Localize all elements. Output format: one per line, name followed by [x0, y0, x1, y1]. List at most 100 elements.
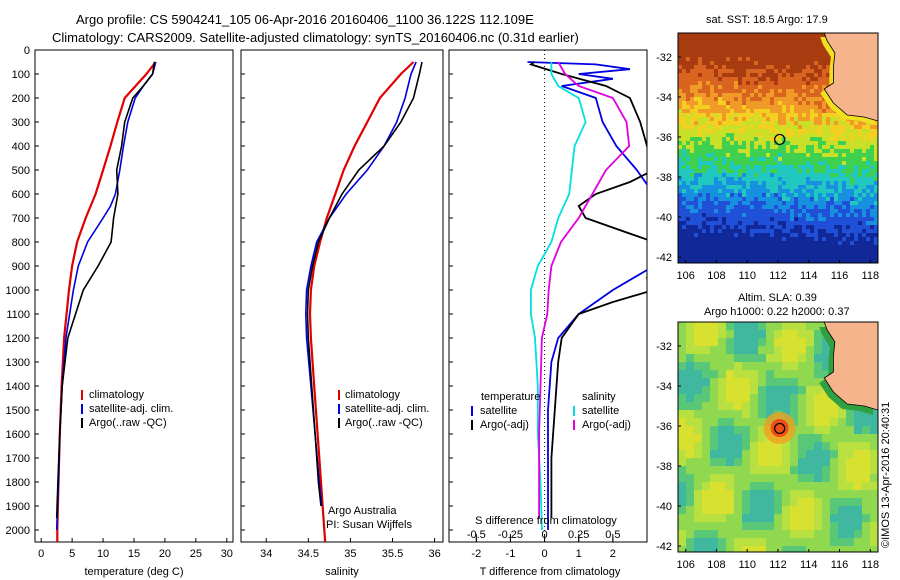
sst-grid-cell [802, 189, 806, 193]
sst-grid-cell [854, 197, 858, 201]
sst-grid-cell [758, 161, 762, 165]
sst-grid-cell [678, 225, 682, 229]
sst-grid-cell [750, 73, 754, 77]
sst-grid-cell [806, 249, 810, 253]
sst-grid-cell [830, 249, 834, 253]
sst-grid-cell [718, 257, 722, 261]
sst-grid-cell [714, 101, 718, 105]
sst-grid-cell [790, 185, 794, 189]
sla-grid-cell [822, 394, 830, 402]
sst-grid-cell [818, 73, 822, 77]
sla-grid-cell [790, 434, 798, 442]
sst-grid-cell [686, 105, 690, 109]
sst-grid-cell [826, 77, 830, 81]
sst-grid-cell [822, 109, 826, 113]
sla-grid-cell [718, 378, 726, 386]
sst-grid-cell [786, 117, 790, 121]
sst-grid-cell [702, 89, 706, 93]
sla-grid-cell [806, 338, 814, 346]
sst-grid-cell [694, 185, 698, 189]
sla-grid-cell [750, 458, 758, 466]
sst-grid-cell [722, 157, 726, 161]
sst-grid-cell [802, 129, 806, 133]
sst-grid-cell [838, 169, 842, 173]
sst-grid-cell [678, 73, 682, 77]
sla-grid-cell [854, 522, 862, 530]
sst-grid-cell [866, 217, 870, 221]
sst-grid-cell [822, 45, 826, 49]
sst-grid-cell [850, 137, 854, 141]
sst-grid-cell [678, 145, 682, 149]
sst-grid-cell [774, 193, 778, 197]
sst-grid-cell [806, 217, 810, 221]
sst-grid-cell [850, 245, 854, 249]
sst-grid-cell [818, 105, 822, 109]
sla-grid-cell [838, 514, 846, 522]
sla-grid-cell [742, 410, 750, 418]
sst-grid-cell [798, 93, 802, 97]
sst-lon-tick-label: 108 [707, 270, 725, 282]
sst-grid-cell [734, 61, 738, 65]
sst-grid-cell [778, 125, 782, 129]
sla-grid-cell [686, 386, 694, 394]
sla-grid-cell [750, 434, 758, 442]
sst-grid-cell [722, 69, 726, 73]
sla-grid-cell [758, 322, 766, 330]
sst-grid-cell [726, 97, 730, 101]
sst-grid-cell [734, 209, 738, 213]
sst-grid-cell [802, 121, 806, 125]
sst-grid-cell [746, 209, 750, 213]
sst-grid-cell [714, 129, 718, 133]
sst-grid-cell [742, 101, 746, 105]
sst-grid-cell [770, 89, 774, 93]
sst-grid-cell [770, 261, 774, 263]
sst-grid-cell [686, 117, 690, 121]
sst-grid-cell [690, 221, 694, 225]
sla-grid-cell [678, 506, 686, 514]
sst-grid-cell [782, 69, 786, 73]
sla-grid-cell [758, 474, 766, 482]
sla-grid-cell [710, 450, 718, 458]
sst-grid-cell [802, 201, 806, 205]
sst-grid-cell [730, 121, 734, 125]
sla-grid-cell [734, 410, 742, 418]
sst-grid-cell [810, 81, 814, 85]
sst-grid-cell [762, 149, 766, 153]
sst-grid-cell [738, 41, 742, 45]
sst-grid-cell [814, 225, 818, 229]
sst-grid-cell [678, 109, 682, 113]
sst-grid-cell [814, 161, 818, 165]
sst-grid-cell [678, 245, 682, 249]
sst-grid-cell [838, 213, 842, 217]
sst-grid-cell [758, 117, 762, 121]
sst-grid-cell [814, 209, 818, 213]
sst-grid-cell [686, 153, 690, 157]
sst-grid-cell [730, 205, 734, 209]
sst-grid-cell [706, 193, 710, 197]
sst-grid-cell [874, 201, 878, 205]
depth-tick-label: 1400 [6, 381, 30, 393]
sst-grid-cell [750, 85, 754, 89]
sla-grid-cell [862, 482, 870, 490]
sla-grid-cell [798, 434, 806, 442]
sst-grid-cell [818, 213, 822, 217]
sla-grid-cell [830, 514, 838, 522]
sla-grid-cell [718, 394, 726, 402]
sst-grid-cell [782, 157, 786, 161]
sst-grid-cell [706, 229, 710, 233]
sst-grid-cell [822, 197, 826, 201]
sst-grid-cell [806, 241, 810, 245]
sst-grid-cell [722, 53, 726, 57]
sst-grid-cell [790, 113, 794, 117]
sst-grid-cell [854, 229, 858, 233]
sst-grid-cell [802, 141, 806, 145]
sla-grid-cell [782, 506, 790, 514]
sst-grid-cell [766, 217, 770, 221]
sla-grid-cell [742, 466, 750, 474]
sla-grid-cell [822, 498, 830, 506]
sst-grid-cell [770, 241, 774, 245]
sst-grid-cell [726, 213, 730, 217]
diff-T-xlabel: T difference from climatology [480, 566, 621, 578]
sst-grid-cell [718, 129, 722, 133]
sla-grid-cell [718, 418, 726, 426]
